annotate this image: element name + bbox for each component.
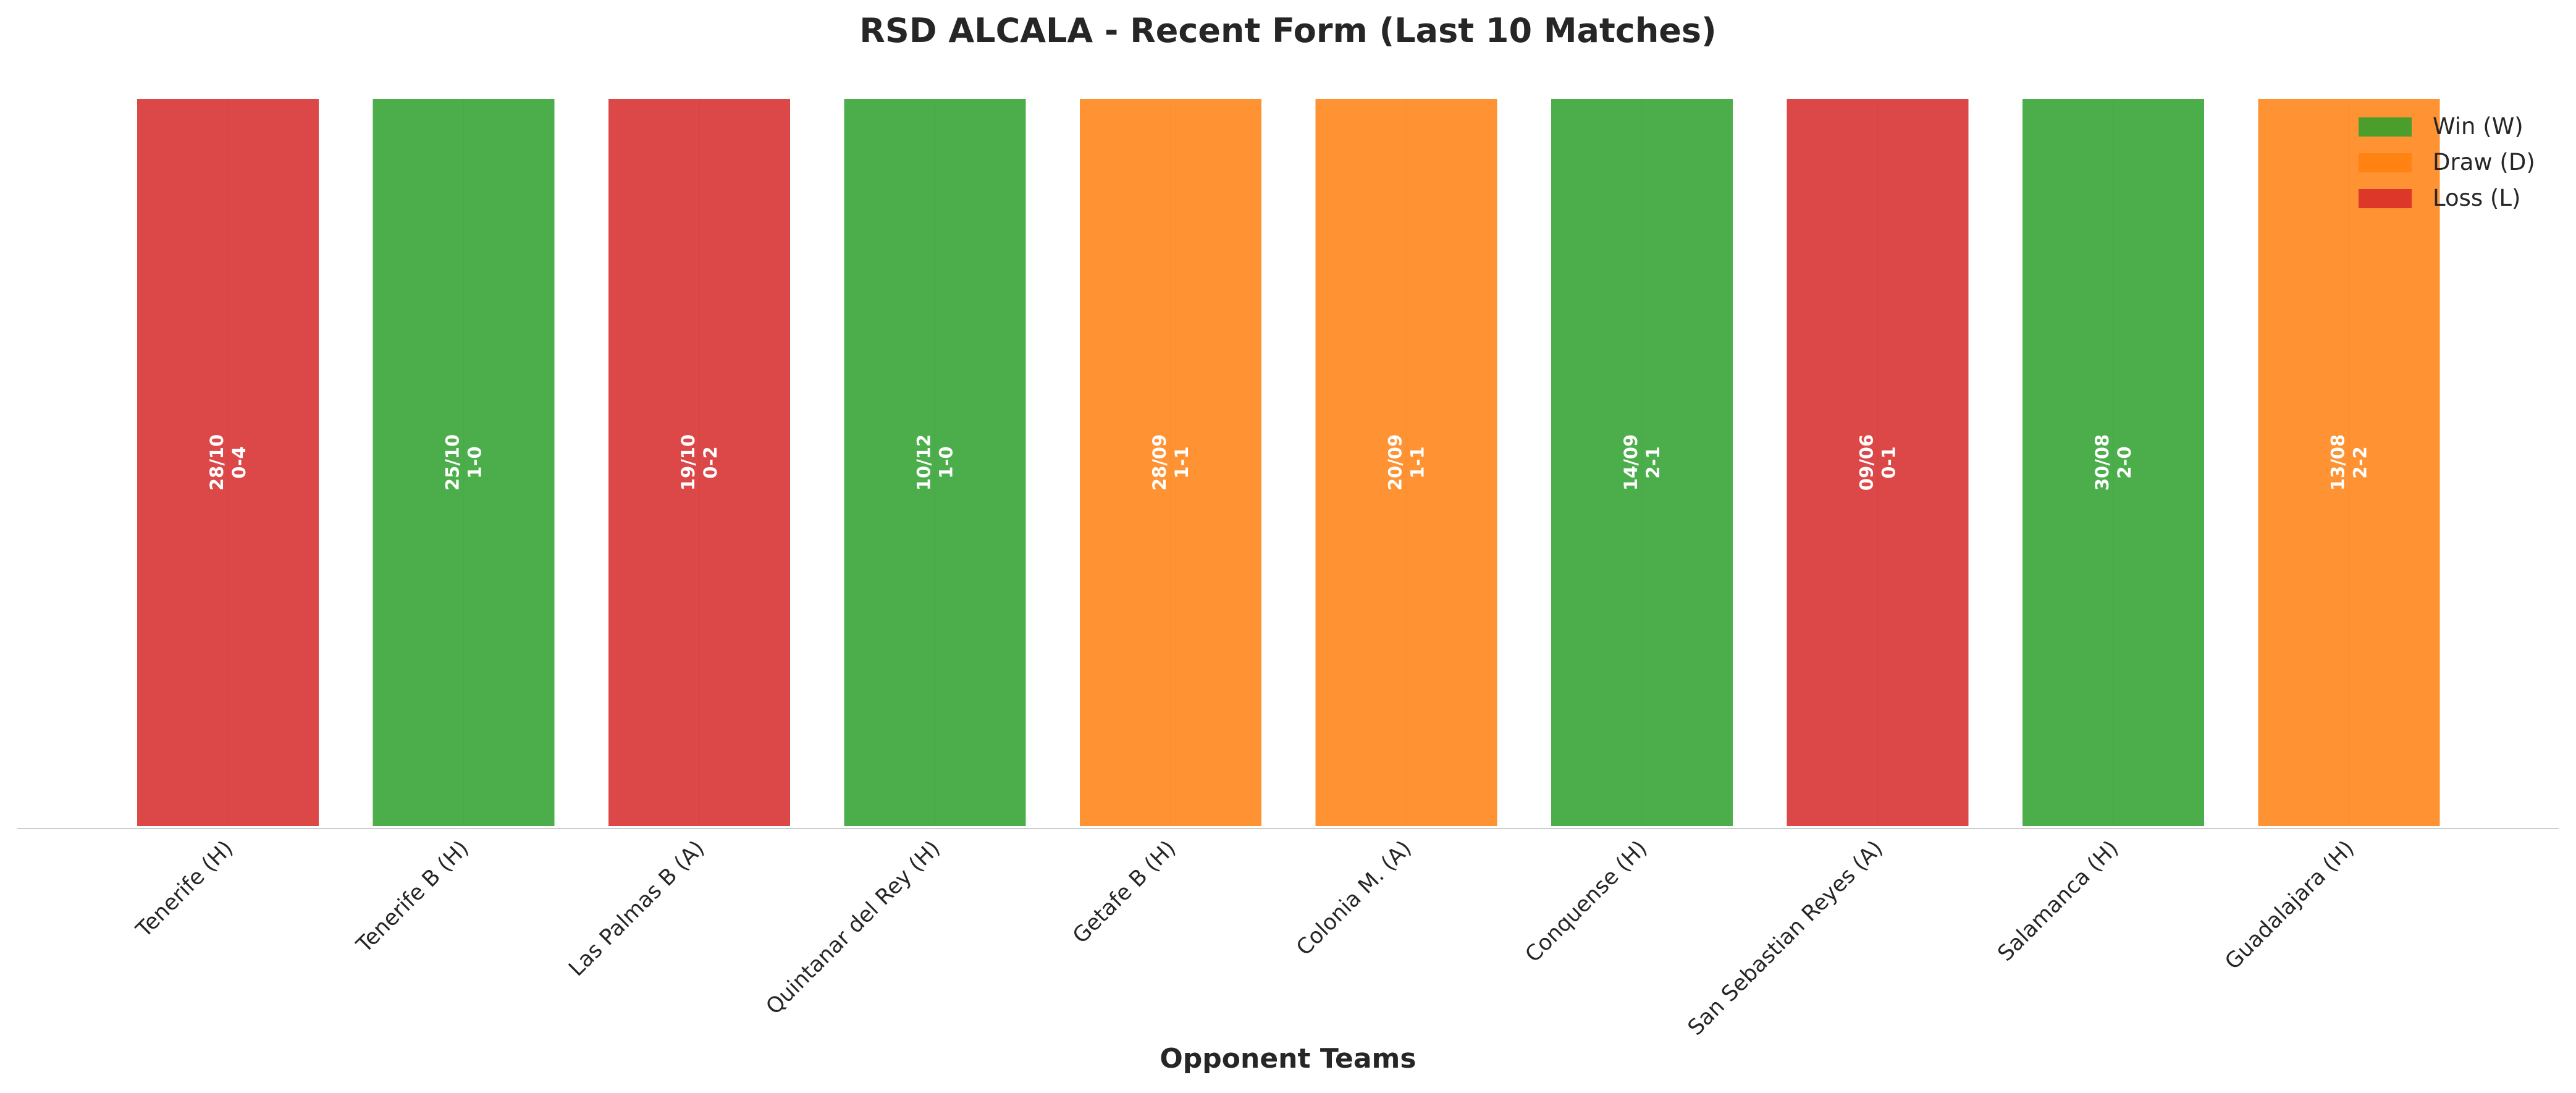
legend: Win (W) Draw (D) Loss (L) [2359, 113, 2535, 211]
bar [2020, 96, 2207, 829]
x-tick-label: Las Palmas B (A) [564, 836, 709, 981]
legend-label: Loss (L) [2433, 185, 2520, 211]
bar [135, 96, 321, 829]
bar [2255, 96, 2443, 829]
bar-date-label: 14/09 [1620, 434, 1641, 491]
bar-date-label: 25/10 [442, 434, 463, 491]
bar-score-label: 0-4 [229, 446, 250, 478]
x-axis-label: Opponent Teams [1160, 1043, 1416, 1074]
bar [1784, 96, 1971, 829]
legend-swatch [2359, 189, 2412, 208]
x-tick-label: Colonia M. (A) [1292, 836, 1416, 961]
bar-data-label: 19/100-2 [678, 434, 721, 491]
bar [1313, 96, 1500, 829]
bar-data-label: 09/060-1 [1856, 434, 1900, 491]
bar-score-label: 1-1 [1407, 446, 1428, 478]
bar-score-label: 0-1 [1879, 446, 1900, 478]
bar-data-label: 28/100-4 [206, 434, 250, 491]
bar [370, 96, 557, 829]
x-tick-label: San Sebastian Reyes (A) [1683, 836, 1888, 1040]
bar-labels: 28/100-4 25/101-0 19/100-2 10/121-0 28/091-1… [206, 434, 2371, 491]
legend-label: Draw (D) [2433, 149, 2535, 175]
bar [841, 96, 1029, 829]
bar-data-label: 30/082-0 [2092, 434, 2135, 491]
bar-data-label: 10/121-0 [914, 434, 957, 491]
x-tick-label: Tenerife B (H) [351, 836, 474, 958]
bar-date-label: 30/08 [2092, 434, 2113, 491]
bar-score-label: 2-2 [2350, 446, 2371, 478]
bars [135, 96, 2443, 829]
legend-swatch [2359, 153, 2412, 172]
bar-date-label: 28/10 [206, 434, 227, 491]
legend-label: Win (W) [2433, 113, 2523, 140]
bar-score-label: 1-0 [465, 446, 486, 478]
x-tick-label: Quintanar del Rey (H) [762, 836, 945, 1019]
bar-data-label: 25/101-0 [442, 434, 486, 491]
bar-date-label: 28/09 [1149, 434, 1170, 491]
x-tick-labels: Tenerife (H) Tenerife B (H) Las Palmas B (… [132, 836, 2359, 1040]
bar-data-label: 28/091-1 [1149, 434, 1192, 491]
bar-data-label: 13/082-2 [2328, 434, 2371, 491]
x-tick-label: Guadalajara (H) [2220, 836, 2359, 974]
x-tick-label: Getafe B (H) [1068, 836, 1181, 948]
bar [606, 96, 793, 829]
legend-swatch [2359, 117, 2412, 137]
bar-date-label: 19/10 [678, 434, 699, 491]
x-tick-label: Conquense (H) [1521, 836, 1652, 968]
bar [1077, 96, 1264, 829]
bar [1549, 96, 1735, 829]
x-tick-label: Tenerife (H) [132, 836, 238, 943]
bar-date-label: 09/06 [1856, 434, 1877, 491]
bar-score-label: 2-0 [2114, 446, 2135, 478]
chart-title: RSD ALCALA - Recent Form (Last 10 Matche… [859, 11, 1716, 50]
bar-score-label: 0-2 [700, 446, 721, 478]
bar-date-label: 20/09 [1385, 434, 1406, 491]
bar-data-label: 14/092-1 [1620, 434, 1664, 491]
bar-score-label: 1-1 [1171, 446, 1192, 478]
x-tick-label: Salamanca (H) [1993, 836, 2124, 966]
bar-score-label: 2-1 [1643, 446, 1664, 478]
bar-data-label: 20/091-1 [1385, 434, 1428, 491]
bar-date-label: 13/08 [2328, 434, 2349, 491]
bar-date-label: 10/12 [914, 434, 935, 491]
bar-score-label: 1-0 [936, 446, 957, 478]
